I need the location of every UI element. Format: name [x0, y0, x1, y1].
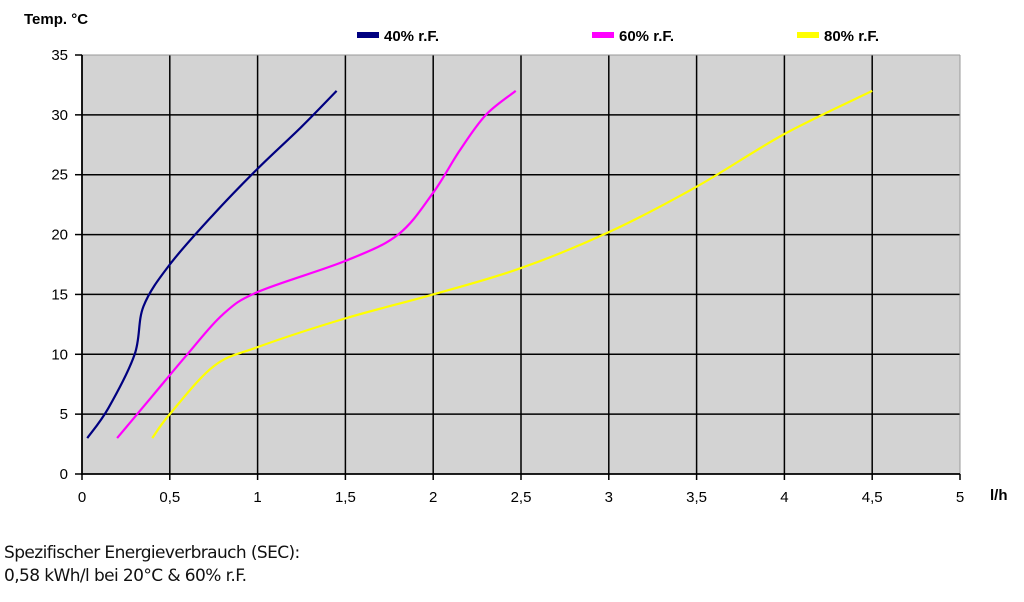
sec-caption-line2: 0,58 kWh/l bei 20°C & 60% r.F. — [4, 566, 247, 586]
line-chart: 0 0,5 1 1,5 2 2,5 3 3,5 4 4,5 5 0 5 10 15 20 25 30 35 40% … — [24, 11, 1008, 506]
legend-label: 40% r.F. — [384, 28, 439, 45]
legend-swatch — [797, 32, 819, 38]
legend-label: 60% r.F. — [619, 28, 674, 45]
y-tick-label: 30 — [51, 107, 68, 124]
y-tick-label: 0 — [60, 466, 68, 483]
x-tick-label: 0 — [78, 489, 86, 506]
sec-caption-line1: Spezifischer Energieverbrauch (SEC): — [4, 543, 300, 563]
x-tick-label: 3 — [605, 489, 613, 506]
x-tick-label: 1,5 — [335, 489, 356, 506]
x-axis-label: l/h — [990, 487, 1008, 504]
x-tick-label: 5 — [956, 489, 964, 506]
y-tick-label: 10 — [51, 346, 68, 363]
x-tick-label: 0,5 — [159, 489, 180, 506]
series-line-3 — [151, 89, 873, 439]
x-tick-label: 4 — [780, 489, 788, 506]
y-tick-label: 15 — [51, 286, 68, 303]
series-line-2 — [116, 90, 517, 439]
x-tick-label: 4,5 — [862, 489, 883, 506]
y-tick-label: 20 — [51, 227, 68, 244]
legend-swatch — [357, 32, 379, 38]
x-tick-label: 2,5 — [511, 489, 532, 506]
legend-swatch — [592, 32, 614, 38]
x-tick-label: 3,5 — [686, 489, 707, 506]
y-axis-label: Temp. °C — [24, 11, 88, 28]
axes: 0 0,5 1 1,5 2 2,5 3 3,5 4 4,5 5 0 5 10 15 20 25 30 35 — [51, 47, 964, 506]
legend: 40% r.F. 60% r.F. 80% r.F. — [357, 28, 879, 45]
y-tick-label: 35 — [51, 47, 68, 64]
series-line-1 — [86, 90, 338, 439]
x-tick-label: 1 — [253, 489, 261, 506]
y-tick-label: 25 — [51, 167, 68, 184]
y-tick-label: 5 — [60, 406, 68, 423]
legend-label: 80% r.F. — [824, 28, 879, 45]
grid-lines — [82, 54, 961, 474]
data-series — [86, 89, 873, 439]
x-tick-label: 2 — [429, 489, 437, 506]
